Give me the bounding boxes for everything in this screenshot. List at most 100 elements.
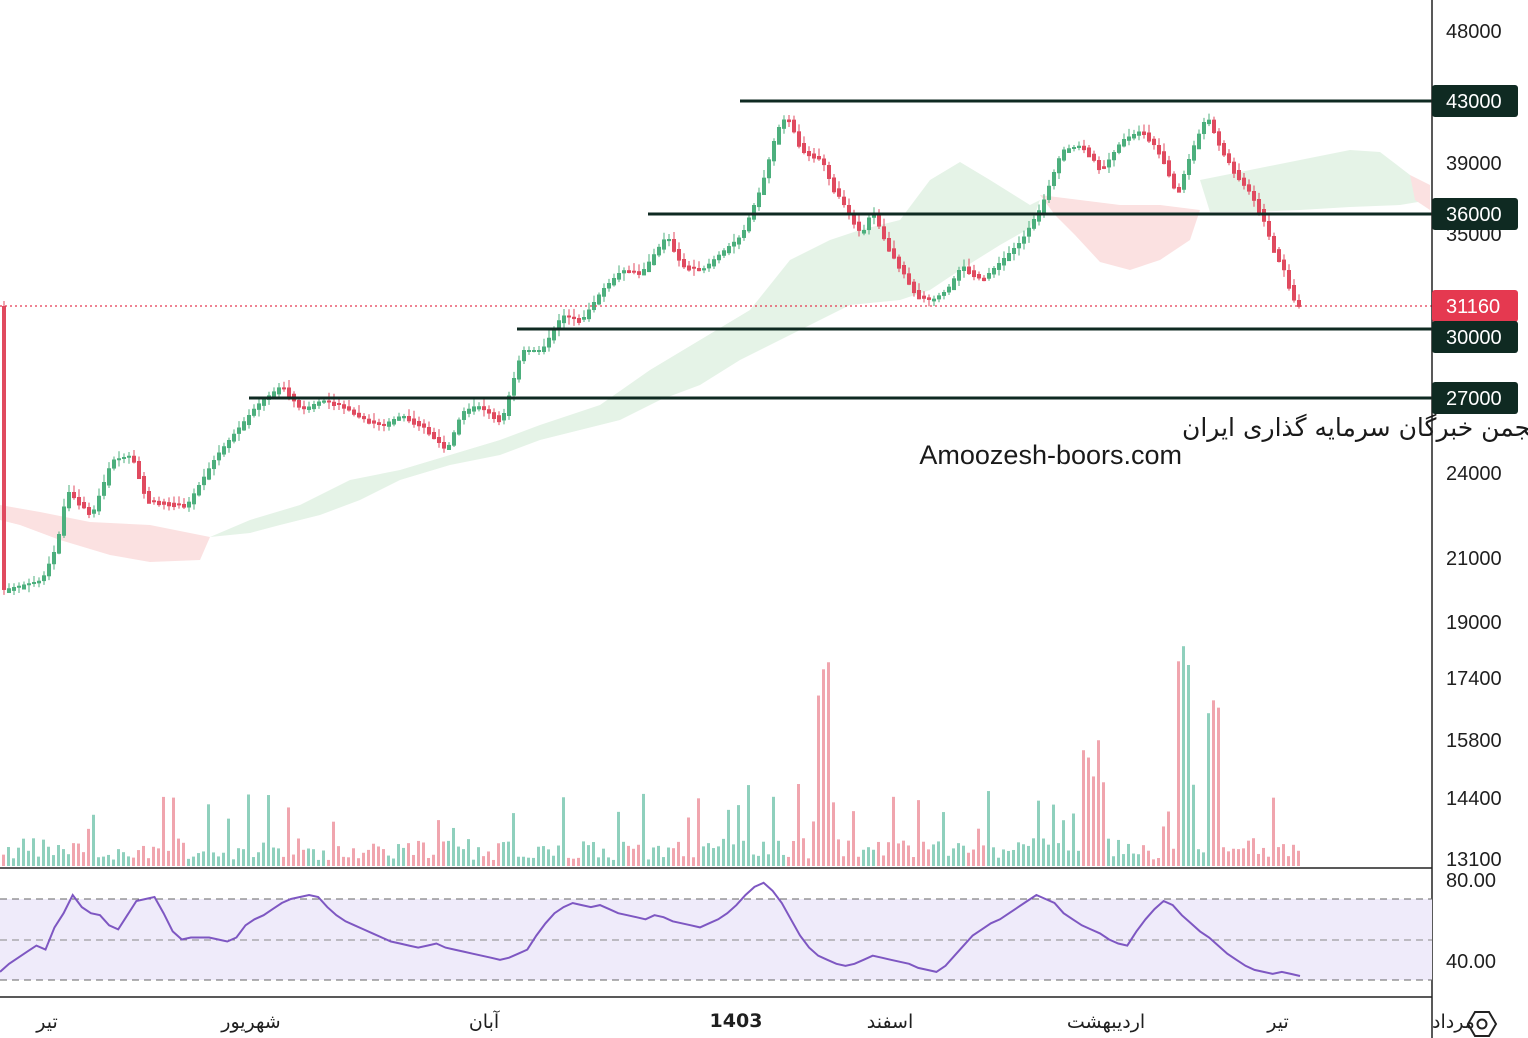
volume-bar (952, 848, 955, 866)
candle-body (412, 418, 416, 425)
candle-body (957, 270, 961, 281)
candle-body (602, 288, 606, 297)
price-tick: 13100 (1446, 849, 1502, 871)
volume-bar (207, 804, 210, 866)
candle-body (782, 119, 786, 129)
volume-bar (997, 857, 1000, 866)
volume-bar (472, 859, 475, 866)
volume-bar (177, 838, 180, 866)
candle-body (462, 411, 466, 420)
candle-body (1052, 172, 1056, 187)
candle-body (687, 265, 691, 271)
volume-bar (497, 843, 500, 866)
volume-bar (337, 846, 340, 866)
candle-body (2, 306, 6, 590)
candle-body (1037, 210, 1041, 222)
volume-bar (282, 856, 285, 866)
candle-body (557, 320, 561, 331)
candle-body (282, 387, 286, 390)
volume-bar (17, 847, 20, 866)
candle-body (522, 350, 526, 362)
candle-body (682, 259, 686, 268)
volume-bar (657, 845, 660, 866)
candle-body (532, 350, 536, 352)
volume-bar (352, 848, 355, 866)
watermark-site: Amoozesh-boors.com (919, 440, 1182, 470)
candle-body (932, 298, 936, 302)
volume-bar (12, 858, 15, 866)
candle-body (862, 230, 866, 234)
volume-bar (187, 858, 190, 866)
price-tick: 15800 (1446, 730, 1502, 752)
last-price-badge (1432, 290, 1518, 322)
volume-bar (322, 850, 325, 866)
candle-body (227, 440, 231, 449)
candle-body (582, 317, 586, 320)
volume-bar (67, 854, 70, 866)
candle-body (117, 458, 121, 461)
volume-bar (122, 852, 125, 866)
hexagon-gear-icon[interactable] (1466, 1011, 1498, 1037)
volume-bar (547, 849, 550, 866)
volume-bar (1252, 838, 1255, 866)
volume-bar (682, 856, 685, 866)
volume-bar (732, 844, 735, 866)
candle-body (297, 400, 301, 408)
time-axis[interactable]: تیر شهریور آبان 1403 اسفند اردیبهشت تیر … (35, 1009, 1475, 1033)
candle-body (172, 502, 176, 508)
volume-bar (442, 841, 445, 866)
rsi-pane (0, 881, 1432, 981)
volume-bar (247, 794, 250, 866)
volume-bar (572, 858, 575, 866)
volume-bar (582, 841, 585, 866)
volume-bar (822, 669, 825, 866)
volume-bar (47, 846, 50, 866)
candle-body (472, 406, 476, 412)
candle-body (182, 504, 186, 508)
candle-body (277, 387, 281, 395)
candle-body (777, 127, 781, 145)
candle-body (767, 159, 771, 179)
volume-bar (77, 843, 80, 866)
volume-bar (92, 814, 95, 866)
candle-body (442, 442, 446, 449)
candle-body (667, 239, 671, 242)
candle-body (312, 404, 316, 410)
cloud-down-segment-1 (0, 505, 210, 562)
candle-body (352, 409, 356, 415)
candle-body (357, 412, 361, 418)
volume-bar (667, 847, 670, 866)
volume-bar (1257, 853, 1260, 866)
volume-bar (1002, 849, 1005, 866)
candle-body (1152, 138, 1156, 146)
rsi-line[interactable] (0, 881, 1301, 977)
volume-bar (132, 857, 135, 866)
volume-bar (242, 849, 245, 866)
volume-bar (1282, 844, 1285, 866)
volume-bar (562, 797, 565, 866)
volume-bar (157, 848, 160, 866)
level-badge-27000 (1432, 382, 1518, 414)
volume-bar (367, 849, 370, 866)
candle-body (62, 506, 66, 536)
volume-bar (817, 695, 820, 866)
volume-bar (197, 853, 200, 866)
price-axis[interactable]: 48000 39000 35000 24000 21000 19000 1740… (1446, 21, 1502, 871)
candle-body (902, 265, 906, 275)
candle-body (377, 422, 381, 425)
volume-bar (237, 848, 240, 866)
candle-body (1202, 122, 1206, 135)
rsi-tick: 40.00 (1446, 951, 1496, 973)
candle-body (122, 457, 126, 459)
volume-bar (962, 845, 965, 866)
volume-bar (977, 828, 980, 866)
candle-body (432, 432, 436, 440)
volume-bar (647, 859, 650, 866)
candle-body (162, 501, 166, 505)
candle-body (487, 409, 491, 414)
volume-bar (202, 851, 205, 866)
volume-bar (1202, 852, 1205, 866)
volume-bar (37, 856, 40, 866)
volume-bar (727, 809, 730, 866)
